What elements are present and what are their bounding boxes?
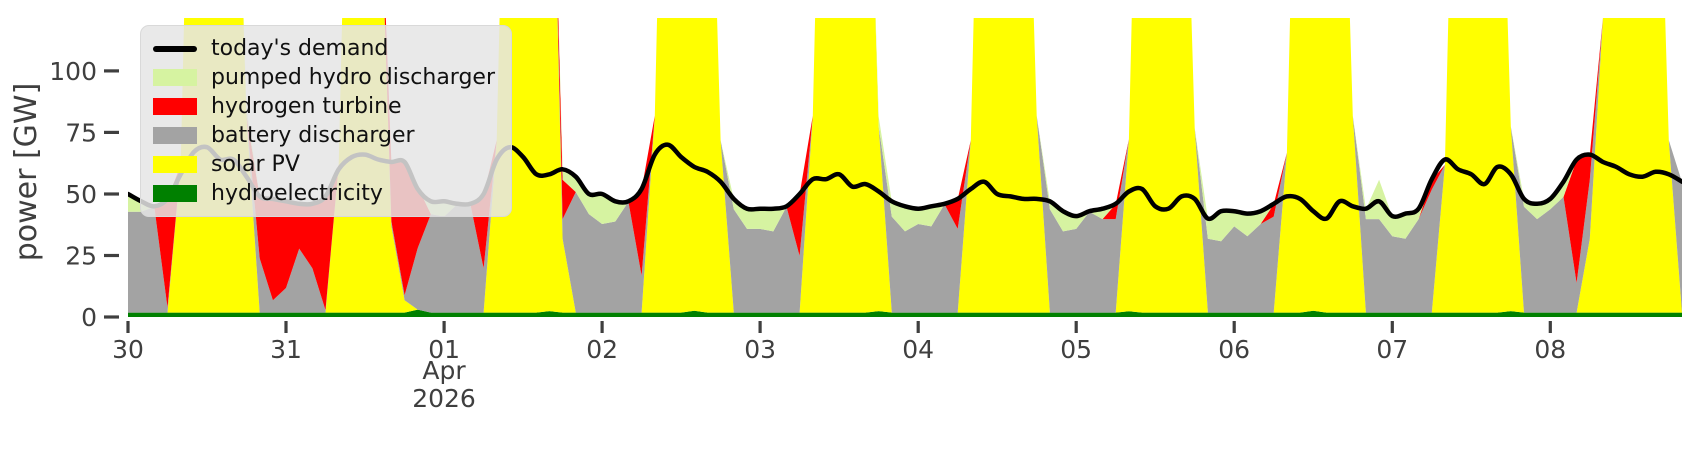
- battery-swatch: [153, 127, 197, 144]
- x-axis-month-label: Apr: [422, 356, 466, 385]
- legend-label: pumped hydro discharger: [211, 64, 496, 90]
- x-axis-year-label: 2026: [412, 384, 476, 413]
- solar-pv-swatch: [153, 156, 197, 173]
- y-axis: 0 25 50 75 100: [49, 57, 119, 332]
- area-battery-discharger: [128, 18, 1682, 313]
- legend-item-hydroelectricity: hydroelectricity: [153, 179, 495, 208]
- y-axis-label: power [GW]: [9, 83, 44, 262]
- legend-label: hydrogen turbine: [211, 93, 402, 119]
- y-tick-label: 0: [81, 303, 97, 332]
- x-tick-label: 07: [1376, 335, 1408, 364]
- legend-label: hydroelectricity: [211, 180, 383, 206]
- x-tick-label: 02: [586, 335, 618, 364]
- hydrogen-turbine-swatch: [153, 98, 197, 115]
- area-hydrogen-turbine: [128, 18, 1682, 311]
- pumped-hydro-swatch: [153, 69, 197, 86]
- y-tick-label: 100: [49, 57, 97, 86]
- legend-item-pumped-hydro: pumped hydro discharger: [153, 63, 495, 92]
- x-tick-label: 31: [270, 335, 302, 364]
- area-hydroelectricity: [128, 309, 1682, 317]
- legend-item-battery: battery discharger: [153, 121, 495, 150]
- x-tick-label: 04: [902, 335, 934, 364]
- legend-item-demand: today's demand: [153, 34, 495, 63]
- x-tick-label: 06: [1218, 335, 1250, 364]
- legend-item-hydrogen-turbine: hydrogen turbine: [153, 92, 495, 121]
- y-tick-label: 75: [65, 118, 97, 147]
- area-solar-pv: [128, 18, 1682, 313]
- hydroelectricity-swatch: [153, 185, 197, 202]
- x-tick-label: 08: [1534, 335, 1566, 364]
- legend-label: solar PV: [211, 151, 300, 177]
- x-tick-label: 03: [744, 335, 776, 364]
- legend-label: today's demand: [211, 35, 389, 61]
- x-tick-label: 30: [112, 335, 144, 364]
- y-tick-label: 25: [65, 242, 97, 271]
- x-tick-label: 05: [1060, 335, 1092, 364]
- demand-line-swatch: [153, 45, 197, 52]
- x-tick-label: 01: [428, 335, 460, 364]
- stacked-areas: [128, 18, 1682, 317]
- legend-item-solar-pv: solar PV: [153, 150, 495, 179]
- legend: today's demand pumped hydro discharger h…: [140, 25, 513, 217]
- y-tick-label: 50: [65, 180, 97, 209]
- x-axis: 30 31 01 02 03 04 05 06 07 08: [112, 321, 1566, 364]
- legend-label: battery discharger: [211, 122, 415, 148]
